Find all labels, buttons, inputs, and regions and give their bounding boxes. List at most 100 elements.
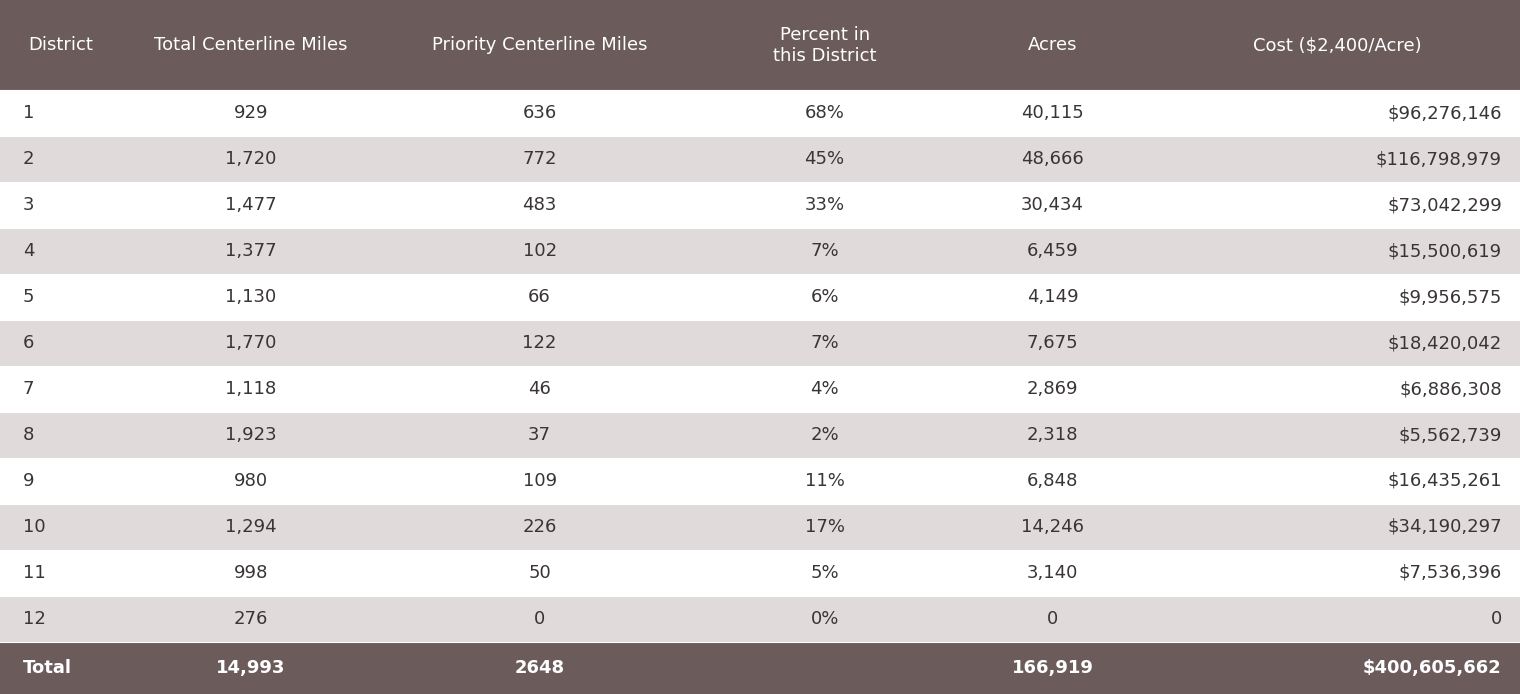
Bar: [380, 504, 699, 550]
Text: 1: 1: [23, 105, 33, 122]
Text: 226: 226: [523, 518, 556, 536]
Text: 276: 276: [234, 610, 268, 628]
Bar: [1155, 366, 1520, 412]
Bar: [699, 550, 950, 596]
Bar: [950, 504, 1155, 550]
Bar: [699, 0, 950, 90]
Text: 2: 2: [23, 151, 35, 169]
Text: 11: 11: [23, 564, 46, 582]
Text: 11%: 11%: [804, 472, 845, 490]
Text: District: District: [29, 36, 93, 54]
Bar: [699, 228, 950, 274]
Text: 109: 109: [523, 472, 556, 490]
Text: Cost ($2,400/Acre): Cost ($2,400/Acre): [1254, 36, 1421, 54]
Bar: [699, 137, 950, 183]
Bar: [0, 0, 122, 90]
Bar: [122, 0, 380, 90]
Text: 6: 6: [23, 335, 33, 352]
Bar: [122, 642, 380, 694]
Text: 2648: 2648: [515, 659, 564, 677]
Text: 7: 7: [23, 380, 35, 398]
Bar: [380, 183, 699, 228]
Text: Total Centerline Miles: Total Centerline Miles: [154, 36, 348, 54]
Bar: [0, 137, 122, 183]
Bar: [1155, 274, 1520, 320]
Bar: [699, 504, 950, 550]
Bar: [699, 274, 950, 320]
Text: 48,666: 48,666: [1021, 151, 1084, 169]
Bar: [380, 642, 699, 694]
Text: $7,536,396: $7,536,396: [1398, 564, 1502, 582]
Text: $5,562,739: $5,562,739: [1398, 426, 1502, 444]
Bar: [699, 320, 950, 366]
Bar: [950, 274, 1155, 320]
Bar: [380, 90, 699, 137]
Text: 7%: 7%: [810, 242, 839, 260]
Bar: [1155, 228, 1520, 274]
Bar: [0, 320, 122, 366]
Text: 4,149: 4,149: [1028, 288, 1078, 306]
Bar: [950, 90, 1155, 137]
Bar: [1155, 596, 1520, 642]
Text: 3: 3: [23, 196, 35, 214]
Text: $96,276,146: $96,276,146: [1388, 105, 1502, 122]
Bar: [122, 458, 380, 504]
Bar: [380, 320, 699, 366]
Text: 998: 998: [234, 564, 268, 582]
Text: 45%: 45%: [804, 151, 845, 169]
Text: 37: 37: [527, 426, 552, 444]
Bar: [0, 366, 122, 412]
Bar: [380, 137, 699, 183]
Text: 166,919: 166,919: [1012, 659, 1093, 677]
Text: Percent in
this District: Percent in this District: [772, 26, 877, 65]
Text: 2,869: 2,869: [1028, 380, 1078, 398]
Text: 1,770: 1,770: [225, 335, 277, 352]
Bar: [699, 366, 950, 412]
Bar: [699, 596, 950, 642]
Bar: [380, 0, 699, 90]
Text: 6,459: 6,459: [1028, 242, 1078, 260]
Text: $9,956,575: $9,956,575: [1398, 288, 1502, 306]
Bar: [950, 596, 1155, 642]
Bar: [122, 137, 380, 183]
Bar: [122, 412, 380, 458]
Bar: [950, 412, 1155, 458]
Bar: [1155, 504, 1520, 550]
Bar: [0, 458, 122, 504]
Bar: [699, 642, 950, 694]
Text: 40,115: 40,115: [1021, 105, 1084, 122]
Bar: [699, 90, 950, 137]
Bar: [950, 366, 1155, 412]
Text: 0: 0: [1491, 610, 1502, 628]
Text: $18,420,042: $18,420,042: [1388, 335, 1502, 352]
Text: 66: 66: [529, 288, 550, 306]
Text: 14,246: 14,246: [1021, 518, 1084, 536]
Bar: [122, 550, 380, 596]
Text: 1,130: 1,130: [225, 288, 277, 306]
Bar: [0, 642, 122, 694]
Text: 122: 122: [523, 335, 556, 352]
Text: $6,886,308: $6,886,308: [1398, 380, 1502, 398]
Bar: [950, 183, 1155, 228]
Text: 8: 8: [23, 426, 33, 444]
Text: 9: 9: [23, 472, 35, 490]
Text: $73,042,299: $73,042,299: [1388, 196, 1502, 214]
Bar: [122, 504, 380, 550]
Text: 636: 636: [523, 105, 556, 122]
Bar: [1155, 137, 1520, 183]
Text: 0%: 0%: [810, 610, 839, 628]
Text: 30,434: 30,434: [1021, 196, 1084, 214]
Text: Total: Total: [23, 659, 71, 677]
Text: 483: 483: [523, 196, 556, 214]
Text: 5: 5: [23, 288, 35, 306]
Bar: [122, 274, 380, 320]
Text: 6%: 6%: [810, 288, 839, 306]
Text: 1,294: 1,294: [225, 518, 277, 536]
Bar: [380, 228, 699, 274]
Bar: [950, 0, 1155, 90]
Bar: [0, 504, 122, 550]
Text: 50: 50: [529, 564, 550, 582]
Text: 2,318: 2,318: [1028, 426, 1078, 444]
Text: 4%: 4%: [810, 380, 839, 398]
Text: 1,720: 1,720: [225, 151, 277, 169]
